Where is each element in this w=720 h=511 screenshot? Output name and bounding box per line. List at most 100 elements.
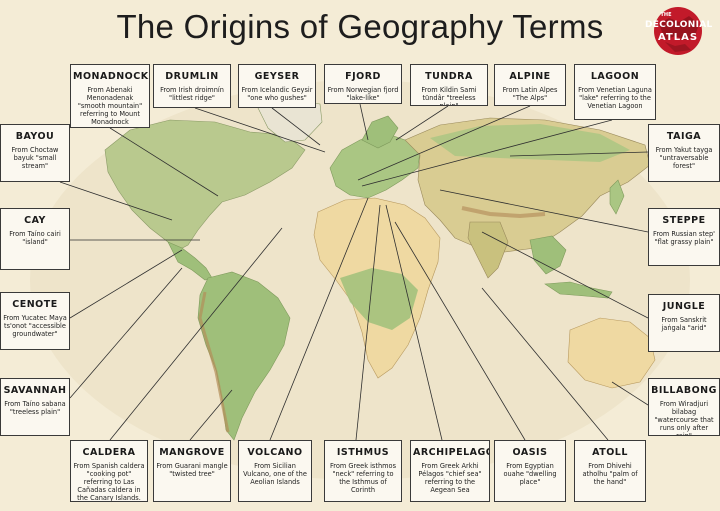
term-definition: From Kildin Sami tūndâr "treeless plain" [421, 86, 477, 106]
term-definition: From Icelandic Geysir "one who gushes" [241, 86, 313, 102]
term-word: CALDERA [82, 447, 136, 458]
leader-line-savannah [69, 267, 183, 399]
term-definition: From Greek isthmos "neck" referring to t… [329, 462, 397, 494]
term-word: MANGROVE [159, 447, 225, 458]
term-card-oasis: OASIS From Egyptian ouahe "dwelling plac… [494, 440, 566, 502]
term-word: GEYSER [254, 71, 300, 82]
term-card-monadnock: MONADNOCK From Abenaki Menonadenak "smoo… [70, 64, 150, 128]
europe-landmass [329, 131, 421, 199]
term-definition: From Dhivehi atholhu "palm of the hand" [582, 462, 638, 486]
term-word: CAY [24, 215, 46, 226]
term-word: ISTHMUS [336, 447, 390, 458]
term-definition: From Sicilian Vulcano, one of the Aeolia… [243, 462, 307, 486]
term-card-cenote: CENOTE From Yucatec Maya ts'onot "access… [0, 292, 70, 350]
term-word: TAIGA [666, 131, 702, 142]
term-word: BILLABONG [651, 385, 717, 396]
logo-badge-icon [654, 7, 702, 55]
siberia-forest [430, 124, 630, 162]
term-card-steppe: STEPPE From Russian step' "flat grassy p… [648, 208, 720, 266]
scandinavia-landmass [361, 115, 399, 149]
leader-line-oasis [394, 221, 526, 441]
term-word: FJORD [345, 71, 381, 82]
term-card-archipelago: ARCHIPELAGO From Greek Arkhi Pélagos "ch… [410, 440, 490, 502]
australia-landmass [567, 317, 656, 389]
japan-islands [609, 179, 625, 215]
himalaya-range [461, 206, 546, 219]
leader-line-isthmus [355, 204, 381, 441]
term-word: MONADNOCK [73, 71, 149, 82]
term-definition: From Greek Arkhi Pélagos "chief sea" ref… [418, 462, 482, 494]
term-word: SAVANNAH [3, 385, 67, 396]
term-card-alpine: ALPINE From Latin Alpes "The Alps" [494, 64, 566, 106]
indonesia-islands [544, 281, 613, 299]
term-word: OASIS [512, 447, 548, 458]
term-definition: From Yakut tayga "untraversable forest" [655, 146, 713, 170]
leader-line-volcano [269, 197, 369, 441]
term-word: VOLCANO [247, 447, 303, 458]
south-america-landmass [197, 271, 291, 441]
leader-line-caldera [109, 227, 283, 441]
leader-line-fjord [359, 103, 369, 141]
term-definition: From Irish droimnín "littlest ridge" [160, 86, 224, 102]
page-title: The Origins of Geography Terms [116, 8, 604, 45]
term-word: ATOLL [592, 447, 628, 458]
central-africa-forest [340, 268, 418, 330]
term-word: TUNDRA [425, 71, 473, 82]
term-definition: From Norwegian fjord "lake-like" [327, 86, 399, 102]
decolonial-atlas-logo: THE DECOLONIAL ATLAS [645, 6, 713, 56]
term-card-tundra: TUNDRA From Kildin Sami tūndâr "treeless… [410, 64, 488, 106]
leader-line-atoll [481, 287, 609, 441]
term-word: ARCHIPELAGO [413, 447, 490, 458]
term-definition: From Choctaw bayuk "small stream" [11, 146, 59, 170]
term-definition: From Sanskrit jaṅgala "arid" [661, 316, 707, 332]
term-card-bayou: BAYOU From Choctaw bayuk "small stream" [0, 124, 70, 182]
term-definition: From Guarani mangle "twisted tree" [156, 462, 228, 478]
southeast-asia-landmass [529, 235, 567, 275]
term-word: STEPPE [662, 215, 706, 226]
leader-line-taiga [509, 151, 649, 157]
term-definition: From Wiradjuri bilabag "watercourse that… [654, 400, 714, 436]
term-definition: From Egyptian ouahe "dwelling place" [503, 462, 557, 486]
leader-lines [59, 103, 649, 441]
leader-line-steppe [439, 189, 649, 233]
term-card-caldera: CALDERA From Spanish caldera "cooking po… [70, 440, 148, 502]
logo-line1: DECOLONIAL [645, 20, 713, 30]
north-america-landmass [104, 119, 306, 253]
term-word: BAYOU [15, 131, 55, 142]
logo-line2: ATLAS [657, 32, 699, 43]
term-card-taiga: TAIGA From Yakut tayga "untraversable fo… [648, 124, 720, 182]
term-definition: From Taíno sabana "treeless plain" [4, 400, 66, 416]
term-card-geyser: GEYSER From Icelandic Geysir "one who gu… [238, 64, 316, 108]
term-definition: From Taíno cairi "island" [9, 230, 61, 246]
term-card-billabong: BILLABONG From Wiradjuri bilabag "waterc… [648, 378, 720, 436]
leader-line-archipelago [385, 204, 443, 441]
leader-line-bayou [59, 181, 173, 221]
term-definition: From Latin Alpes "The Alps" [502, 86, 558, 102]
leader-line-geyser [271, 107, 321, 146]
term-card-lagoon: LAGOON From Venetian Laguna "lake" refer… [574, 64, 656, 120]
term-word: ALPINE [509, 71, 551, 82]
leader-line-alpine [357, 105, 531, 181]
term-definition: From Spanish caldera "cooking pot" refer… [73, 462, 145, 502]
term-word: LAGOON [590, 71, 640, 82]
term-word: CENOTE [12, 299, 58, 310]
andes-range [198, 291, 230, 433]
leader-line-tundra [395, 105, 449, 141]
term-word: DRUMLIN [165, 71, 219, 82]
term-card-savannah: SAVANNAH From Taíno sabana "treeless pla… [0, 378, 70, 436]
leader-line-drumlin [194, 107, 326, 153]
term-card-fjord: FJORD From Norwegian fjord "lake-like" [324, 64, 402, 104]
term-card-drumlin: DRUMLIN From Irish droimnín "littlest ri… [153, 64, 231, 108]
leader-line-billabong [611, 381, 649, 406]
leader-line-lagoon [361, 119, 613, 187]
term-definition: From Yucatec Maya ts'onot "accessible gr… [3, 314, 67, 338]
term-card-cay: CAY From Taíno cairi "island" [0, 208, 70, 270]
term-card-volcano: VOLCANO From Sicilian Vulcano, one of th… [238, 440, 312, 502]
india-landmass [467, 221, 509, 279]
term-word: JUNGLE [662, 301, 706, 312]
term-card-atoll: ATOLL From Dhivehi atholhu "palm of the … [574, 440, 646, 502]
term-definition: From Russian step' "flat grassy plain" [653, 230, 715, 246]
leader-line-cenote [69, 249, 183, 319]
term-card-mangrove: MANGROVE From Guarani mangle "twisted tr… [153, 440, 231, 502]
